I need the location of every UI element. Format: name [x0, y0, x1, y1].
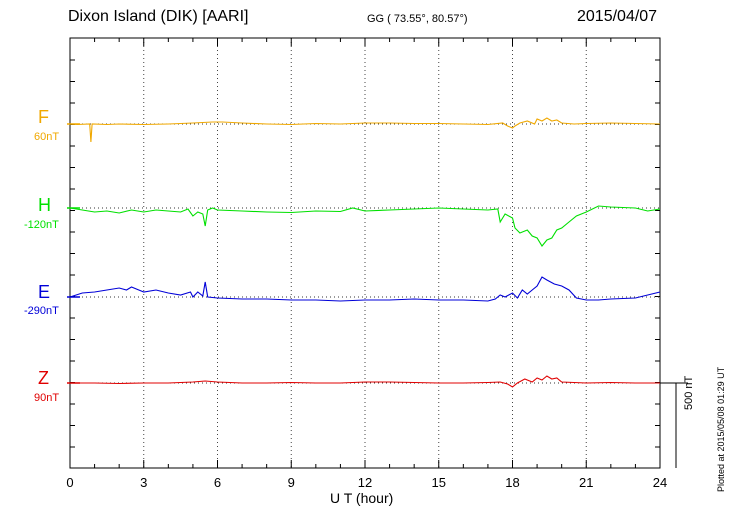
x-tick-label: 6 [214, 475, 221, 490]
series-baseline-f: 60nT [34, 131, 60, 143]
x-tick-label: 0 [66, 475, 73, 490]
series-name-f: F [38, 107, 49, 127]
series-line-h [69, 205, 661, 247]
coordinates-label: GG ( 73.55°, 80.57°) [367, 13, 468, 25]
series-line-f [69, 117, 661, 143]
station-title: Dixon Island (DIK) [AARI] [68, 8, 249, 25]
x-tick-label: 18 [505, 475, 519, 490]
series-name-z: Z [38, 368, 49, 388]
x-tick-label: 15 [432, 475, 446, 490]
scale-bar-label: 500 nT [683, 375, 695, 410]
series-name-h: H [38, 195, 51, 215]
date-label: 2015/04/07 [577, 8, 658, 25]
series-line-e [69, 276, 661, 302]
series-line-z [70, 375, 660, 388]
x-tick-label: 24 [653, 475, 667, 490]
plotted-timestamp: Plotted at 2015/05/08 01:29 UT [716, 366, 726, 492]
x-tick-label: 9 [288, 475, 295, 490]
series-baseline-z: 90nT [34, 392, 60, 404]
series-name-e: E [38, 282, 51, 302]
x-tick-label: 12 [358, 475, 372, 490]
x-tick-label: 3 [140, 475, 147, 490]
series-baseline-e: -290nT [24, 305, 59, 317]
x-tick-label: 21 [579, 475, 593, 490]
series-baseline-h: -120nT [24, 219, 59, 231]
x-axis-label: U T (hour) [330, 490, 394, 506]
